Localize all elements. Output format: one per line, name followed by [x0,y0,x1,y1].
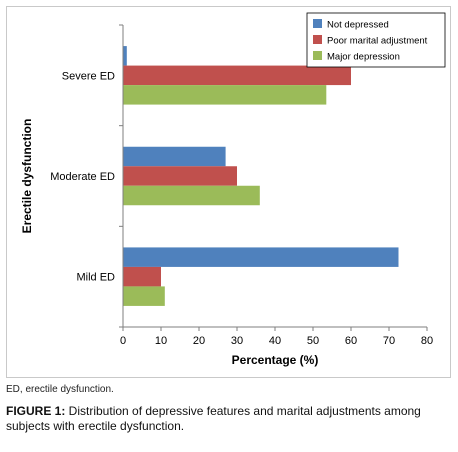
bar-severe-ed-major-depression [123,85,327,105]
caption-text: Distribution of depressive features and … [6,404,421,433]
caption-label: FIGURE 1: [6,404,66,418]
x-tick-label: 20 [193,335,205,347]
y-axis-title: Erectile dysfunction [20,119,34,234]
figure-caption: FIGURE 1: Distribution of depressive fea… [6,404,446,434]
bar-moderate-ed-not-depressed [123,146,226,167]
y-tick-label: Severe ED [62,70,115,82]
x-tick-label: 60 [345,335,357,347]
legend-swatch [313,19,322,28]
chart: Severe ED Moderate ED Mild ED 0 10 20 30 40 50 60… [20,12,446,367]
x-tick-label: 70 [383,335,395,347]
legend-swatch [313,51,322,60]
x-axis-title: Percentage (%) [232,353,319,367]
legend-label: Major depression [327,52,400,63]
bar-severe-ed-poor-marital-adjustment [123,65,351,86]
x-tick-label: 0 [120,335,126,347]
legend-swatch [313,35,322,44]
legend-label: Not depressed [327,20,389,31]
x-tick-label: 40 [269,335,281,347]
bar-mild-ed-not-depressed [123,247,399,267]
y-tick-label: Moderate ED [50,171,115,183]
legend-box [306,12,446,68]
x-tick-label: 80 [421,335,433,347]
legend-label: Poor marital adjustment [327,36,428,47]
bar-mild-ed-major-depression [123,286,165,306]
bar-mild-ed-poor-marital-adjustment [123,266,161,287]
x-tick-label: 30 [231,335,243,347]
x-tick-label: 10 [155,335,167,347]
bar-moderate-ed-major-depression [123,185,260,206]
bar-moderate-ed-poor-marital-adjustment [123,166,237,186]
y-tick-label: Mild ED [76,272,115,284]
x-tick-label: 50 [307,335,319,347]
bar-severe-ed-not-depressed [123,46,127,66]
footnote: ED, erectile dysfunction. [6,384,114,395]
chart-frame: Severe ED Moderate ED Mild ED 0 10 20 30 40 50 60… [6,6,451,378]
